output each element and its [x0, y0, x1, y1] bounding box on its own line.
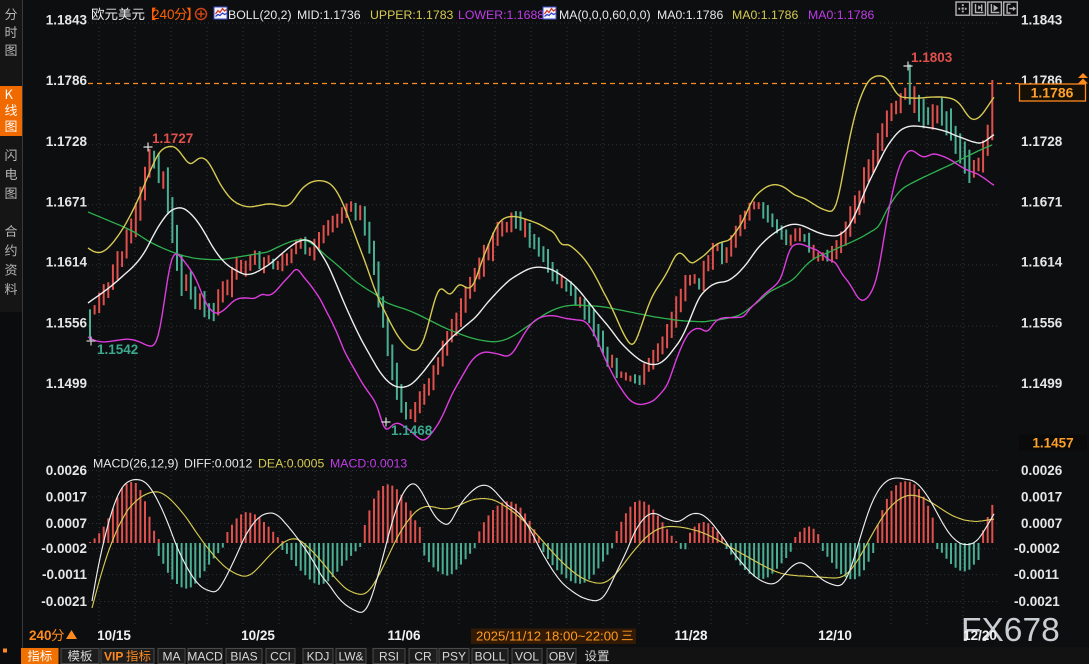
svg-text:-0.0011: -0.0011 [1014, 567, 1060, 582]
svg-text:0.0026: 0.0026 [46, 463, 88, 478]
svg-text:MACD(26,12,9): MACD(26,12,9) [93, 457, 178, 471]
svg-text:1.1727: 1.1727 [152, 131, 193, 146]
svg-text:MA0:1.1786: MA0:1.1786 [732, 8, 798, 22]
svg-text:BOLL(20,2): BOLL(20,2) [228, 8, 292, 22]
svg-text:1.1499: 1.1499 [1021, 376, 1062, 391]
svg-text:11/06: 11/06 [387, 628, 421, 643]
svg-text:MACD:0.0013: MACD:0.0013 [330, 457, 407, 471]
svg-text:1.1556: 1.1556 [1021, 316, 1063, 331]
svg-text:1.1803: 1.1803 [911, 50, 953, 65]
svg-text:BIAS: BIAS [230, 650, 257, 664]
svg-text:11/28: 11/28 [674, 628, 708, 643]
svg-text:MID:1.1736: MID:1.1736 [297, 8, 361, 22]
svg-text:BOLL: BOLL [475, 650, 506, 664]
svg-text:0.0017: 0.0017 [46, 490, 87, 505]
svg-text:1.1728: 1.1728 [46, 134, 88, 149]
svg-text:DEA:0.0005: DEA:0.0005 [258, 457, 324, 471]
svg-text:0.0026: 0.0026 [1021, 463, 1063, 478]
svg-text:10/25: 10/25 [241, 628, 275, 643]
svg-text:1.1843: 1.1843 [46, 13, 88, 28]
svg-text:MACD: MACD [187, 650, 223, 664]
svg-text:1.1786: 1.1786 [46, 73, 88, 88]
svg-text:-0.0011: -0.0011 [42, 567, 88, 582]
svg-text:10/15: 10/15 [97, 628, 131, 643]
svg-text:MA: MA [163, 650, 181, 664]
svg-text:-0.0002: -0.0002 [1014, 541, 1060, 556]
svg-text:0.0007: 0.0007 [1021, 516, 1062, 531]
svg-text:1.1542: 1.1542 [97, 342, 138, 357]
svg-text:12/10: 12/10 [818, 628, 852, 643]
svg-text:RSI: RSI [379, 650, 399, 664]
svg-text:DIFF:0.0012: DIFF:0.0012 [184, 457, 253, 471]
svg-text:LW&: LW& [338, 650, 363, 664]
svg-text:1.1786: 1.1786 [1031, 85, 1074, 101]
svg-text:KDJ: KDJ [307, 650, 330, 664]
svg-text:1.1457: 1.1457 [1032, 436, 1073, 451]
svg-text:1.1843: 1.1843 [1021, 13, 1063, 28]
svg-text:1.1671: 1.1671 [46, 194, 88, 209]
svg-text:1.1614: 1.1614 [46, 254, 88, 269]
svg-text:240: 240 [29, 628, 52, 643]
svg-text:VIP: VIP [104, 650, 123, 664]
svg-text:MA(0,0,0,60,0,0): MA(0,0,0,60,0,0) [559, 8, 651, 22]
svg-text:240: 240 [152, 7, 175, 22]
svg-text:VOL: VOL [515, 650, 539, 664]
svg-text:-0.0002: -0.0002 [41, 541, 87, 556]
svg-text:OBV: OBV [549, 650, 574, 664]
svg-text:-0.0021: -0.0021 [41, 594, 87, 609]
svg-text:FX678: FX678 [961, 612, 1060, 649]
svg-text:UPPER:1.1783: UPPER:1.1783 [370, 8, 454, 22]
svg-text:1.1468: 1.1468 [391, 423, 433, 438]
svg-text:1.1556: 1.1556 [46, 316, 88, 331]
svg-text:CCI: CCI [270, 650, 291, 664]
svg-text:1.1499: 1.1499 [46, 376, 87, 391]
svg-text:12/20: 12/20 [963, 628, 997, 643]
svg-text:2025/11/12 18:00~22:00: 2025/11/12 18:00~22:00 [476, 629, 618, 644]
svg-text:CR: CR [414, 650, 432, 664]
svg-text:LOWER:1.1688: LOWER:1.1688 [458, 8, 544, 22]
svg-text:0.0017: 0.0017 [1021, 490, 1062, 505]
svg-text:1.1728: 1.1728 [1021, 134, 1063, 149]
svg-text:PSY: PSY [442, 650, 466, 664]
svg-text:1.1671: 1.1671 [1021, 194, 1063, 209]
svg-text:MA0:1.1786: MA0:1.1786 [657, 8, 723, 22]
svg-text:0.0007: 0.0007 [46, 516, 87, 531]
svg-text:1.1614: 1.1614 [1021, 254, 1063, 269]
svg-text:-0.0021: -0.0021 [1014, 594, 1060, 609]
svg-text:MA0:1.1786: MA0:1.1786 [808, 8, 874, 22]
